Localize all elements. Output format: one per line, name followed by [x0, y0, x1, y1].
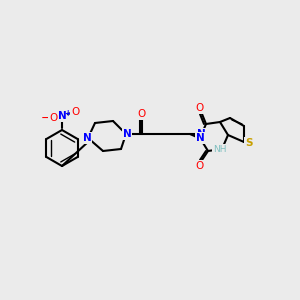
Text: NH: NH	[213, 145, 227, 154]
Text: +: +	[64, 109, 70, 118]
Text: NH: NH	[215, 145, 229, 154]
Text: N: N	[58, 111, 66, 121]
Text: N: N	[82, 133, 91, 143]
Text: −: −	[41, 112, 51, 124]
Text: N: N	[196, 129, 206, 139]
Text: O: O	[138, 109, 146, 119]
Text: N: N	[196, 133, 204, 143]
Text: N: N	[123, 129, 131, 139]
Text: O: O	[196, 103, 204, 113]
Text: O: O	[195, 161, 203, 171]
Text: S: S	[245, 138, 253, 148]
Text: O: O	[49, 113, 57, 123]
Text: O: O	[71, 107, 79, 117]
